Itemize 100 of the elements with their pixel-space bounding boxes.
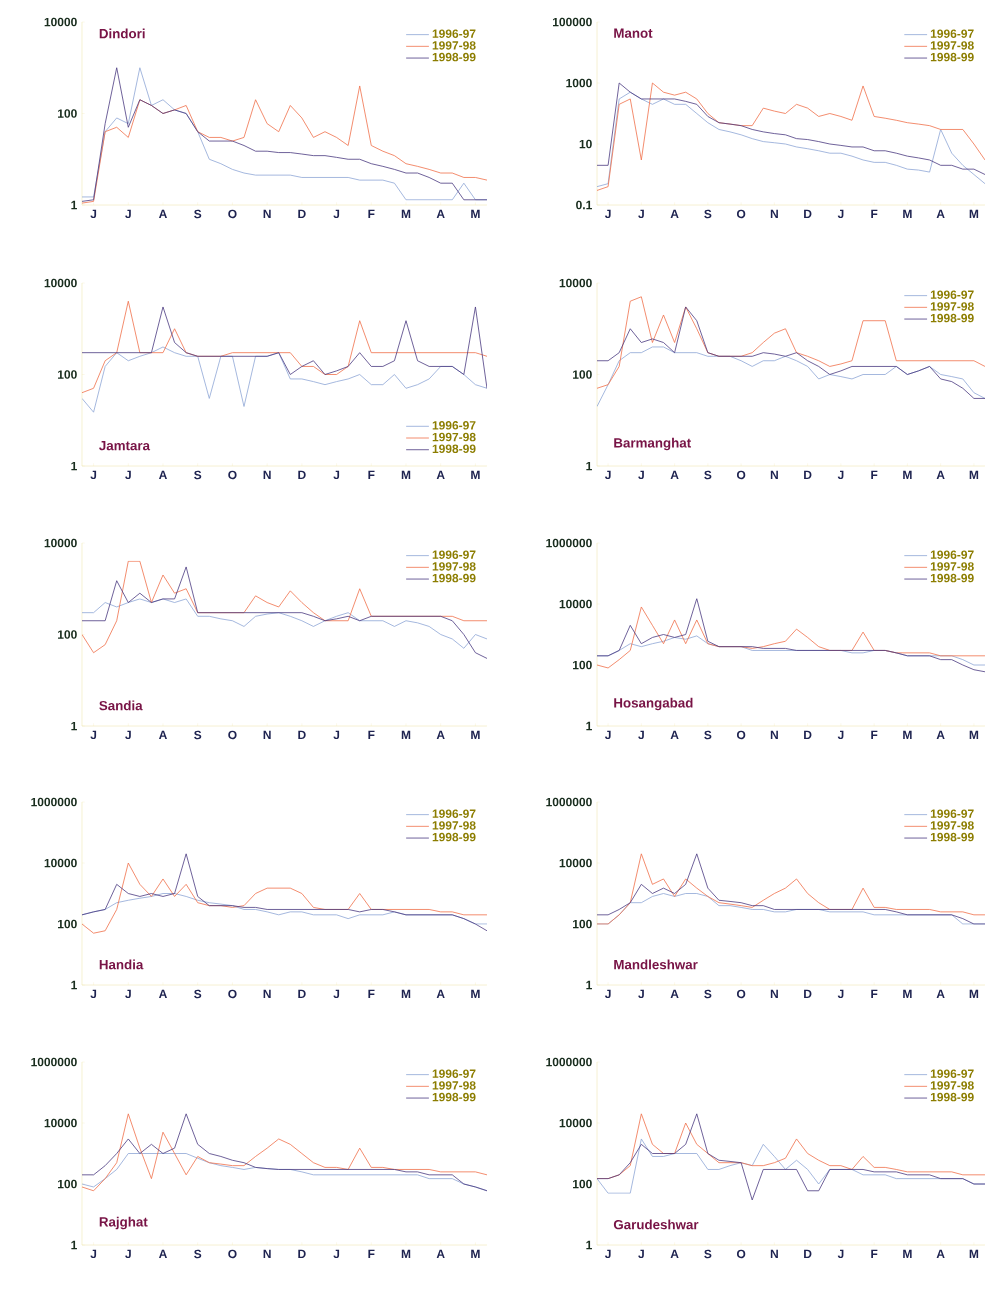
text: Barmanghat <box>614 437 691 451</box>
y-tick-label: 1 <box>71 721 77 731</box>
text: Mandleshwar <box>614 959 698 970</box>
x-tick-label: S <box>704 730 712 740</box>
y-tick-label: 10000 <box>559 599 592 609</box>
x-tick-label: J <box>125 730 131 740</box>
y-tick-label: 10000 <box>559 858 592 868</box>
legend-label: 1997-98 <box>930 562 974 571</box>
text: Jamtara <box>99 441 151 451</box>
x-tick-label: S <box>194 470 202 480</box>
legend-label: 1996-97 <box>432 29 476 38</box>
x-tick-label: M <box>401 1249 411 1258</box>
y-tick-label: 100 <box>573 660 592 670</box>
x-tick-label: J <box>604 989 611 999</box>
x-tick-label: F <box>368 989 375 998</box>
legend-label: 1997-98 <box>930 41 974 50</box>
x-tick-label: M <box>471 470 480 479</box>
y-tick-label: 1 <box>586 1240 592 1250</box>
y-tick-label: 1 <box>71 200 77 210</box>
x-tick-label: M <box>471 209 480 218</box>
legend-label: 1998-99 <box>930 52 974 62</box>
legend-label: 1997-98 <box>930 1081 974 1090</box>
legend-label: 1998-99 <box>432 1092 476 1102</box>
x-tick-label: F <box>368 209 375 218</box>
x-tick-label: D <box>804 470 812 479</box>
legend-label: 1996-97 <box>930 550 974 559</box>
legend-label: 1997-98 <box>432 562 476 571</box>
legend-label: 1996-97 <box>930 1069 974 1078</box>
y-tick-label: 1000000 <box>546 1057 592 1067</box>
y-tick-label: 10000 <box>44 278 77 288</box>
y-tick-label: 1 <box>586 980 592 990</box>
text: Rajghat <box>99 1216 148 1230</box>
x-tick-label: J <box>638 989 644 999</box>
x-tick-label: A <box>670 470 679 479</box>
y-tick-label: 1000 <box>566 78 592 88</box>
x-tick-label: M <box>969 989 979 998</box>
legend-label: 1998-99 <box>432 832 476 842</box>
x-tick-label: N <box>770 730 778 739</box>
x-tick-label: S <box>704 470 712 480</box>
x-tick-label: F <box>368 470 375 479</box>
x-tick-label: D <box>298 730 306 739</box>
x-tick-label: A <box>936 730 945 739</box>
x-tick-label: A <box>436 470 445 479</box>
x-tick-label: N <box>263 989 271 998</box>
y-tick-label: 10000 <box>44 1118 77 1128</box>
x-tick-label: A <box>936 1249 945 1258</box>
x-tick-label: F <box>871 989 878 998</box>
x-tick-label: S <box>704 989 712 999</box>
y-tick-label: 10000 <box>44 17 77 27</box>
x-tick-label: A <box>436 989 445 998</box>
x-tick-label: F <box>871 730 878 739</box>
x-tick-label: J <box>837 209 844 219</box>
x-tick-label: N <box>770 989 778 998</box>
x-tick-label: J <box>837 1249 844 1259</box>
x-tick-label: M <box>969 209 979 218</box>
x-tick-label: A <box>158 470 168 479</box>
x-tick-label: S <box>704 1249 712 1259</box>
legend-label: 1996-97 <box>432 550 476 559</box>
y-tick-label: 10000 <box>559 1118 592 1128</box>
x-tick-label: J <box>333 730 340 740</box>
x-tick-label: O <box>736 209 746 219</box>
x-tick-label: J <box>837 989 844 999</box>
y-tick-label: 1000000 <box>546 797 592 807</box>
x-tick-label: S <box>194 1249 202 1259</box>
legend-label: 1997-98 <box>930 302 974 311</box>
y-tick-label: 1 <box>586 461 592 471</box>
x-tick-label: A <box>670 209 679 218</box>
y-tick-label: 10 <box>579 139 592 149</box>
x-tick-label: N <box>770 209 778 218</box>
legend-label: 1996-97 <box>432 809 476 818</box>
x-tick-label: S <box>194 209 202 219</box>
legend-label: 1998-99 <box>930 1092 974 1102</box>
x-tick-label: O <box>228 470 237 480</box>
x-tick-label: A <box>436 209 445 218</box>
x-tick-label: O <box>736 730 746 740</box>
y-tick-label: 10000 <box>44 858 77 868</box>
x-tick-label: M <box>401 209 411 218</box>
legend-label: 1998-99 <box>432 573 476 583</box>
x-tick-label: D <box>298 1249 306 1258</box>
x-tick-label: J <box>90 209 97 219</box>
x-tick-label: J <box>638 209 644 219</box>
legend-label: 1998-99 <box>930 313 974 323</box>
x-tick-label: A <box>158 209 168 218</box>
x-tick-label: M <box>471 989 480 998</box>
x-tick-label: N <box>263 730 271 739</box>
x-tick-label: J <box>604 470 611 480</box>
legend-label: 1998-99 <box>930 573 974 583</box>
x-tick-label: S <box>194 730 202 740</box>
legend-label: 1998-99 <box>432 52 476 62</box>
x-tick-label: M <box>903 730 912 739</box>
y-tick-label: 100 <box>58 1179 77 1189</box>
x-tick-label: A <box>936 209 945 218</box>
x-tick-label: M <box>401 989 411 998</box>
y-tick-label: 0.1 <box>576 200 592 210</box>
x-tick-label: O <box>736 989 746 999</box>
x-tick-label: F <box>871 1249 878 1258</box>
legend-label: 1997-98 <box>930 821 974 830</box>
y-tick-label: 100 <box>573 370 592 379</box>
x-tick-label: O <box>228 730 237 740</box>
x-tick-label: D <box>804 1249 812 1258</box>
